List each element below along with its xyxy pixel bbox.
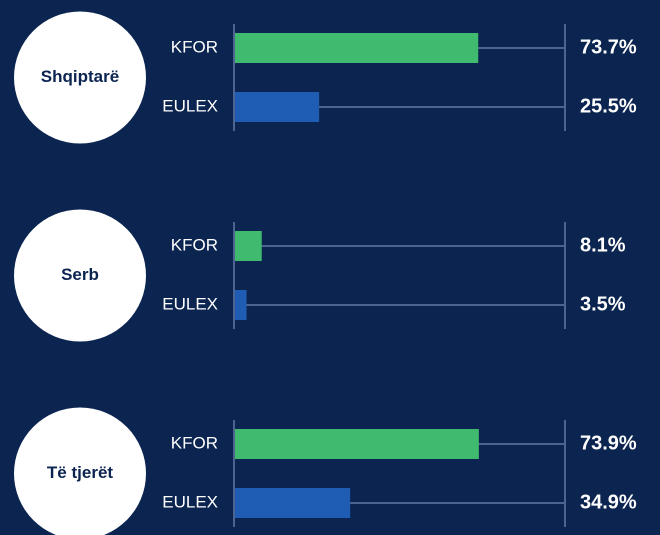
- row-label: KFOR: [171, 37, 218, 56]
- bar: [235, 33, 479, 63]
- bar: [235, 429, 479, 459]
- value-label: 25.5%: [580, 95, 637, 117]
- row-label: EULEX: [162, 96, 218, 115]
- bar: [235, 231, 262, 261]
- group-label: Serb: [61, 265, 99, 284]
- value-label: 73.9%: [580, 432, 637, 454]
- value-label: 34.9%: [580, 491, 637, 513]
- value-label: 8.1%: [580, 234, 626, 256]
- row-label: EULEX: [162, 492, 218, 511]
- group-label: Shqiptarë: [41, 67, 119, 86]
- row-label: EULEX: [162, 294, 218, 313]
- group-label: Të tjerët: [47, 463, 113, 482]
- bar: [235, 488, 351, 518]
- group-badge: [14, 209, 146, 342]
- row-label: KFOR: [171, 235, 218, 254]
- group-badge: [14, 407, 146, 535]
- group-badge: [14, 11, 146, 144]
- row-label: KFOR: [171, 433, 218, 452]
- value-label: 73.7%: [580, 36, 637, 58]
- value-label: 3.5%: [580, 293, 626, 315]
- bar: [235, 92, 320, 122]
- bar: [235, 290, 247, 320]
